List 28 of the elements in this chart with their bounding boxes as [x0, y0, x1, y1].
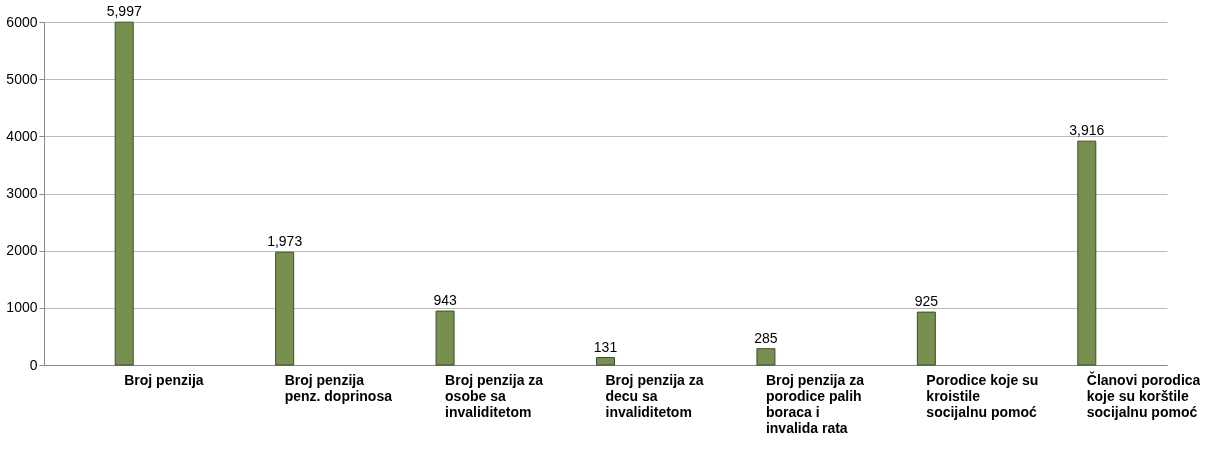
- bar: [756, 348, 776, 366]
- data-label: 1,973: [267, 233, 303, 250]
- bar: [275, 251, 295, 366]
- data-label: 131: [593, 338, 618, 355]
- data-label: 943: [433, 292, 457, 309]
- bar: [916, 311, 936, 366]
- data-label: 925: [914, 293, 939, 310]
- y-tick-label: 2000: [6, 242, 38, 259]
- x-tick-label: Broj penzija penz. doprinosa: [284, 371, 393, 404]
- x-tick-label: Porodice koje su kroistile socijalnu pomoć: [926, 371, 1039, 420]
- x-tick-label: Broj penzija za osobe sa invaliditetom: [445, 371, 544, 420]
- data-label: 3,916: [1069, 122, 1105, 139]
- bar: [596, 357, 615, 366]
- x-tick-label: Broj penzija za porodice palih boraca i invalida rata: [765, 371, 865, 436]
- y-tick-label: 0: [29, 356, 38, 373]
- y-tick-label: 3000: [6, 185, 38, 201]
- x-tick-label: Broj penzija: [124, 371, 204, 388]
- data-label: 285: [754, 329, 778, 346]
- y-tick-label: 6000: [6, 13, 38, 30]
- bar: [435, 310, 455, 366]
- data-label: 5,997: [106, 3, 142, 20]
- x-tick-label: Članovi porodica koje su korštile socijalnu pomoć: [1086, 370, 1201, 420]
- y-tick-label: 4000: [6, 127, 38, 144]
- bar: [1077, 140, 1097, 366]
- y-tick-label: 1000: [6, 299, 38, 316]
- y-tick-label: 5000: [6, 70, 38, 87]
- x-tick-label: Broj penzija za decu sa invaliditetom: [605, 371, 704, 420]
- bar: [114, 21, 134, 366]
